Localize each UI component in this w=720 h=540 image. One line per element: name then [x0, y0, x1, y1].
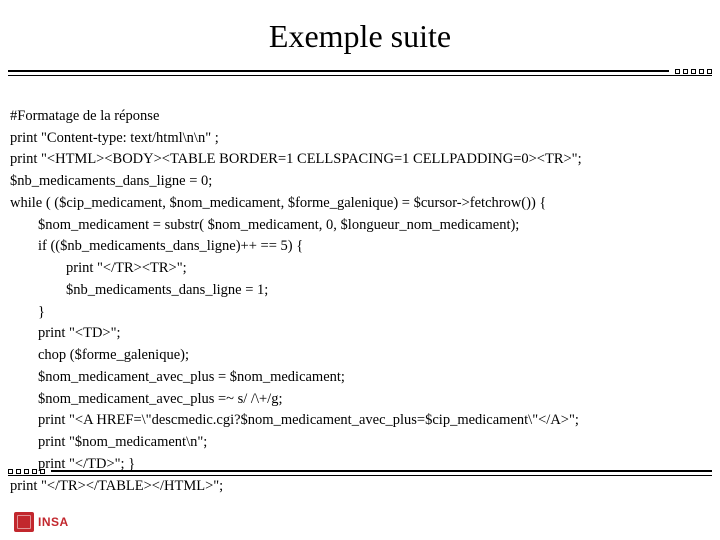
code-line: print "Content-type: text/html\n\n" ; — [10, 130, 219, 146]
divider-bottom — [8, 468, 712, 476]
code-line: $nb_medicaments_dans_ligne = 0; — [10, 173, 212, 189]
logo-text: INSA — [38, 515, 69, 529]
logo-icon — [14, 512, 34, 532]
code-line: print "<HTML><BODY><TABLE BORDER=1 CELLS… — [10, 151, 582, 167]
code-line: while ( ($cip_medicament, $nom_medicamen… — [10, 195, 546, 211]
divider-top — [8, 68, 712, 76]
slide-title: Exemple suite — [0, 18, 720, 55]
code-block: #Formatage de la réponse print "Content-… — [10, 84, 710, 497]
code-line: $nom_medicament = substr( $nom_medicamen… — [10, 215, 710, 237]
code-line: $nom_medicament_avec_plus = $nom_medicam… — [10, 367, 710, 389]
code-line: chop ($forme_galenique); — [10, 345, 710, 367]
insa-logo: INSA — [14, 512, 69, 532]
code-line: $nb_medicaments_dans_ligne = 1; — [10, 280, 710, 302]
code-line: print "$nom_medicament\n"; — [10, 432, 710, 454]
code-line: $nom_medicament_avec_plus =~ s/ /\+/g; — [10, 389, 710, 411]
code-line: if (($nb_medicaments_dans_ligne)++ == 5)… — [10, 236, 710, 258]
code-line: print "<A HREF=\"descmedic.cgi?$nom_medi… — [10, 410, 710, 432]
code-line: #Formatage de la réponse — [10, 108, 159, 124]
code-line: } — [10, 302, 710, 324]
code-line: print "</TR><TR>"; — [10, 258, 710, 280]
code-line: print "</TR></TABLE></HTML>"; — [10, 478, 223, 494]
code-line: print "<TD>"; — [10, 323, 710, 345]
slide: Exemple suite #Formatage de la réponse p… — [0, 0, 720, 540]
